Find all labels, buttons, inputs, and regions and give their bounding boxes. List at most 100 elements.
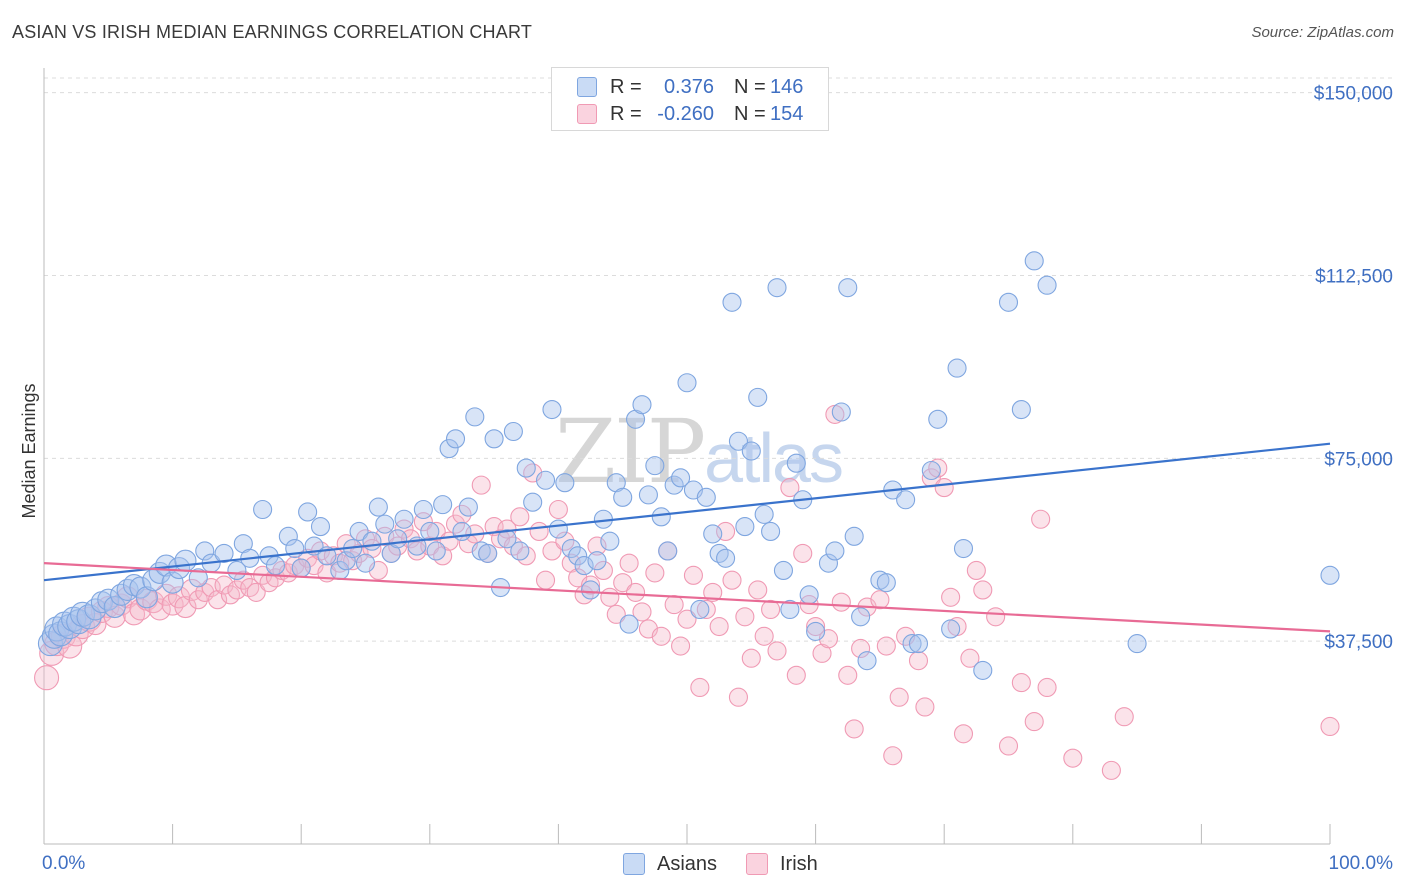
irish-point [471,475,491,495]
irish-point [632,602,652,622]
asian-point [439,439,459,459]
asian-point [831,402,851,422]
asian-point [741,441,761,461]
legend-r-value: 0.376 [663,75,714,98]
asian-point [998,292,1019,312]
irish-point [103,605,126,628]
asian-point [362,531,382,551]
irish-point [748,580,768,600]
asian-point [947,358,967,378]
irish-point [510,507,530,527]
irish-point [188,590,208,610]
x-tick-label-min: 0.0% [42,853,85,874]
bottom-legend-label-irish: Irish [780,852,818,875]
irish-point [1320,716,1340,737]
asian-point [953,538,974,559]
asian-point [103,595,126,619]
irish-point [831,592,851,612]
y-tick-label: $75,000 [1324,449,1393,470]
chart-title: ASIAN VS IRISH MEDIAN EARNINGS CORRELATI… [12,22,533,42]
asian-point [1127,634,1147,654]
irish-point [174,595,197,619]
asian-point [561,538,581,559]
irish-point [1024,712,1044,732]
asian-point [722,292,742,312]
irish-point [960,648,980,668]
asian-point [161,571,184,594]
asian-point [574,556,594,576]
asian-point [677,373,697,393]
asian-point [413,499,433,520]
irish-point [1101,760,1121,780]
correlation-legend: R = 0.376 N = 146 R = -0.260 N = 154 [551,67,829,131]
asian-point [651,507,671,527]
irish-point [677,609,697,629]
asian-point [703,524,723,544]
irish-point [246,582,266,602]
irish-point [407,541,427,561]
asian-point [478,543,498,563]
asian-point [37,631,63,657]
x-tick-label-max: 100.0% [1329,853,1394,874]
asian-point [587,551,607,571]
irish-point [741,648,761,668]
asian-point [1011,400,1031,420]
irish-point [793,543,813,563]
irish-point [600,587,620,607]
bottom-legend-asians: Asians [623,851,717,877]
asian-point [355,553,376,573]
asian-point [445,429,466,449]
asian-point [600,531,620,551]
asian-point [298,502,318,522]
asian-point [458,497,478,517]
asian-point [857,651,877,671]
irish-point [645,563,665,583]
asian-point [195,541,215,561]
asian-point [851,607,871,627]
irish-point [889,687,909,707]
asian-point [908,634,929,654]
irish-point [966,560,986,581]
asian-point [696,487,716,507]
irish-point [1063,748,1083,768]
legend-r-label: R = [610,102,642,125]
asian-point [838,278,858,298]
irish-point [953,724,974,744]
asian-point [818,553,839,573]
asian-point [497,529,517,549]
irish-point [626,582,646,602]
irish-point [426,521,446,542]
asian-point [394,509,414,529]
asian-point [1037,275,1057,295]
asian-point [709,543,729,563]
irish-point [214,575,234,595]
asian-point [253,499,273,520]
legend-n-value: 154 [770,102,804,125]
asian-point [735,517,755,537]
irish-point [838,665,858,685]
asian-point [921,460,941,481]
irish-point [580,575,601,595]
irish-point [722,570,742,590]
irish-point [671,636,691,656]
axes [43,68,1331,845]
irish-point [529,521,549,542]
irish-point [683,565,703,585]
asian-point [291,558,311,578]
axis-labels: $37,500 $75,000 $112,500 $150,000 0.0% 100.0%… [19,84,1393,874]
asian-point [902,634,922,654]
irish-point [870,590,890,610]
irish-point [259,573,279,593]
irish-point [1011,673,1031,693]
asian-point [806,621,826,641]
watermark-zip: ZIP [555,400,706,503]
asian-point [542,400,562,420]
irish-point [973,580,993,600]
irish-point [57,633,83,659]
irish-point [1037,677,1057,698]
asian-point [664,475,684,495]
irish-point [664,595,684,615]
irish-point [220,585,241,605]
irish-point [696,599,716,620]
irish-point [754,626,774,646]
